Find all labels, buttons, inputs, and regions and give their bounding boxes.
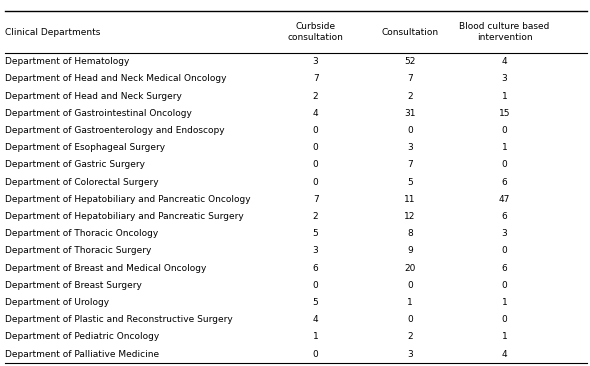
Text: 3: 3 bbox=[407, 350, 413, 359]
Text: Department of Head and Neck Medical Oncology: Department of Head and Neck Medical Onco… bbox=[5, 74, 226, 83]
Text: 52: 52 bbox=[404, 57, 416, 66]
Text: Department of Gastroenterology and Endoscopy: Department of Gastroenterology and Endos… bbox=[5, 126, 224, 135]
Text: 1: 1 bbox=[313, 332, 319, 341]
Text: 0: 0 bbox=[313, 160, 319, 169]
Text: 8: 8 bbox=[407, 229, 413, 238]
Text: 7: 7 bbox=[407, 74, 413, 83]
Text: 20: 20 bbox=[404, 264, 416, 273]
Text: 0: 0 bbox=[502, 315, 507, 324]
Text: 47: 47 bbox=[499, 195, 510, 204]
Text: 7: 7 bbox=[313, 74, 319, 83]
Text: Department of Gastric Surgery: Department of Gastric Surgery bbox=[5, 160, 145, 169]
Text: 3: 3 bbox=[502, 74, 507, 83]
Text: Department of Breast and Medical Oncology: Department of Breast and Medical Oncolog… bbox=[5, 264, 206, 273]
Text: 3: 3 bbox=[407, 143, 413, 152]
Text: 11: 11 bbox=[404, 195, 416, 204]
Text: 4: 4 bbox=[502, 350, 507, 359]
Text: 0: 0 bbox=[502, 281, 507, 290]
Text: 0: 0 bbox=[502, 246, 507, 255]
Text: 6: 6 bbox=[502, 212, 507, 221]
Text: Department of Hepatobiliary and Pancreatic Surgery: Department of Hepatobiliary and Pancreat… bbox=[5, 212, 244, 221]
Text: 0: 0 bbox=[502, 160, 507, 169]
Text: 1: 1 bbox=[502, 332, 507, 341]
Text: Department of Palliative Medicine: Department of Palliative Medicine bbox=[5, 350, 159, 359]
Text: 2: 2 bbox=[313, 92, 319, 101]
Text: 0: 0 bbox=[313, 126, 319, 135]
Text: 6: 6 bbox=[502, 178, 507, 187]
Text: Clinical Departments: Clinical Departments bbox=[5, 27, 100, 37]
Text: Department of Breast Surgery: Department of Breast Surgery bbox=[5, 281, 142, 290]
Text: 7: 7 bbox=[407, 160, 413, 169]
Text: 4: 4 bbox=[502, 57, 507, 66]
Text: Department of Hepatobiliary and Pancreatic Oncology: Department of Hepatobiliary and Pancreat… bbox=[5, 195, 250, 204]
Text: 1: 1 bbox=[502, 92, 507, 101]
Text: 0: 0 bbox=[313, 350, 319, 359]
Text: Consultation: Consultation bbox=[382, 27, 438, 37]
Text: Department of Head and Neck Surgery: Department of Head and Neck Surgery bbox=[5, 92, 182, 101]
Text: 2: 2 bbox=[313, 212, 319, 221]
Text: 2: 2 bbox=[407, 92, 413, 101]
Text: Department of Plastic and Reconstructive Surgery: Department of Plastic and Reconstructive… bbox=[5, 315, 232, 324]
Text: Department of Hematology: Department of Hematology bbox=[5, 57, 129, 66]
Text: Department of Urology: Department of Urology bbox=[5, 298, 109, 307]
Text: 6: 6 bbox=[502, 264, 507, 273]
Text: 1: 1 bbox=[407, 298, 413, 307]
Text: 6: 6 bbox=[313, 264, 319, 273]
Text: Department of Esophageal Surgery: Department of Esophageal Surgery bbox=[5, 143, 165, 152]
Text: 0: 0 bbox=[313, 281, 319, 290]
Text: Department of Thoracic Surgery: Department of Thoracic Surgery bbox=[5, 246, 151, 255]
Text: Department of Colorectal Surgery: Department of Colorectal Surgery bbox=[5, 178, 158, 187]
Text: 0: 0 bbox=[313, 178, 319, 187]
Text: 3: 3 bbox=[502, 229, 507, 238]
Text: 5: 5 bbox=[313, 298, 319, 307]
Text: 3: 3 bbox=[313, 57, 319, 66]
Text: 0: 0 bbox=[407, 126, 413, 135]
Text: 4: 4 bbox=[313, 109, 319, 118]
Text: 0: 0 bbox=[407, 281, 413, 290]
Text: 5: 5 bbox=[313, 229, 319, 238]
Text: Department of Gastrointestinal Oncology: Department of Gastrointestinal Oncology bbox=[5, 109, 192, 118]
Text: 5: 5 bbox=[407, 178, 413, 187]
Text: 0: 0 bbox=[407, 315, 413, 324]
Text: 12: 12 bbox=[404, 212, 416, 221]
Text: 4: 4 bbox=[313, 315, 319, 324]
Text: Department of Thoracic Oncology: Department of Thoracic Oncology bbox=[5, 229, 158, 238]
Text: 7: 7 bbox=[313, 195, 319, 204]
Text: 0: 0 bbox=[313, 143, 319, 152]
Text: 31: 31 bbox=[404, 109, 416, 118]
Text: Blood culture based
intervention: Blood culture based intervention bbox=[459, 22, 550, 42]
Text: 2: 2 bbox=[407, 332, 413, 341]
Text: 9: 9 bbox=[407, 246, 413, 255]
Text: Curbside
consultation: Curbside consultation bbox=[288, 22, 343, 42]
Text: 1: 1 bbox=[502, 143, 507, 152]
Text: 1: 1 bbox=[502, 298, 507, 307]
Text: 3: 3 bbox=[313, 246, 319, 255]
Text: Department of Pediatric Oncology: Department of Pediatric Oncology bbox=[5, 332, 159, 341]
Text: 0: 0 bbox=[502, 126, 507, 135]
Text: 15: 15 bbox=[499, 109, 510, 118]
